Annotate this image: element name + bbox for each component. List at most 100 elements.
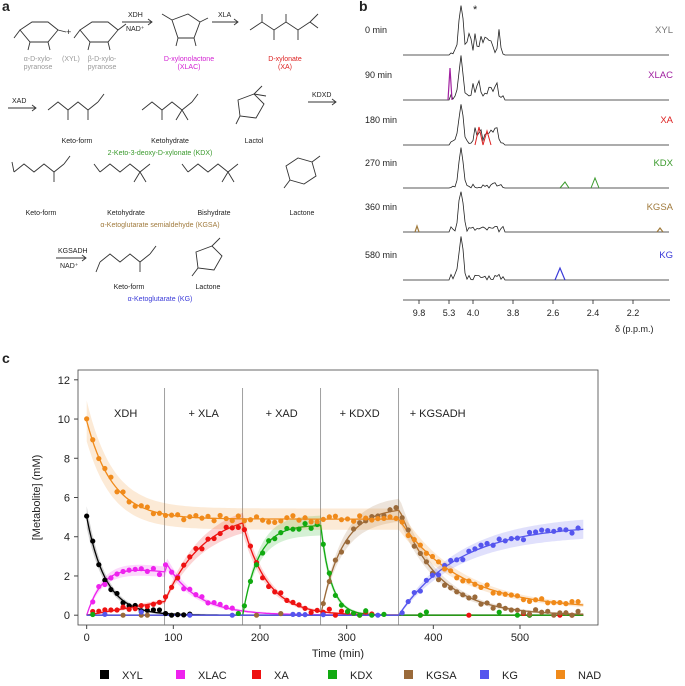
nmr-tick-label: 3.8 [507, 308, 520, 318]
data-point-nad [302, 515, 308, 521]
data-point-kg [472, 546, 478, 552]
data-point-xa [132, 606, 138, 612]
nmr-compound-label: KDX [653, 158, 673, 169]
data-point-kgsa [253, 612, 260, 618]
nmr-tick-label: 2.4 [587, 308, 600, 318]
data-point-kdx [423, 609, 429, 615]
data-point-kgsa [569, 612, 575, 618]
data-point-xa [120, 604, 126, 610]
y-tick-label: 8 [64, 453, 70, 465]
data-point-xa [193, 545, 199, 552]
x-tick-label: 200 [251, 632, 269, 644]
data-point-nad [199, 515, 205, 521]
legend-swatch-xa [252, 670, 261, 679]
data-point-xa [126, 606, 132, 612]
data-point-xa [144, 603, 150, 610]
data-point-nad [393, 515, 399, 521]
data-point-xa [138, 602, 144, 609]
data-point-nad [344, 516, 351, 522]
panel-c-letter: c [2, 350, 10, 366]
data-point-nad [84, 416, 90, 422]
data-point-nad [502, 591, 508, 597]
data-point-xa [162, 594, 169, 600]
data-point-kgsa [460, 592, 466, 598]
data-point-kgsa [399, 515, 405, 521]
fit-band-kg [86, 519, 584, 616]
data-point-kdx [260, 550, 266, 556]
data-point-nad [338, 517, 345, 523]
data-point-nad [241, 518, 247, 524]
data-point-xyl [181, 612, 187, 618]
data-point-nad [126, 499, 132, 505]
data-point-xa [266, 583, 272, 590]
data-point-xyl [120, 600, 126, 606]
data-point-nad [466, 578, 472, 584]
data-point-xlac [181, 586, 187, 592]
data-point-kgsa [551, 612, 557, 618]
kdx-keto-label: Keto-form [61, 138, 93, 145]
data-point-kdx [332, 592, 338, 599]
data-point-kgsa [320, 600, 326, 607]
legend-label-nad: NAD [578, 670, 601, 682]
data-point-nad [423, 550, 429, 556]
data-point-kdx [308, 525, 314, 531]
xylonate-label: D-xylonate (XA) [268, 56, 302, 71]
data-point-xa [175, 575, 181, 581]
data-point-xyl [108, 586, 114, 593]
data-point-nad [381, 515, 387, 522]
nmr-compound-label: XYL [655, 25, 673, 36]
data-point-nad [369, 517, 375, 523]
x-tick-label: 500 [511, 632, 529, 644]
kdx-lactol-label: Lactol [244, 138, 264, 145]
nmr-time-label: 180 min [365, 115, 398, 125]
data-point-nad [478, 584, 484, 590]
data-point-nad [96, 455, 102, 462]
nmr-time-label: 90 min [365, 70, 393, 80]
panel-a-structures [8, 13, 337, 277]
data-point-kgsa [338, 549, 345, 555]
data-point-xa [211, 535, 217, 542]
data-point-kdx [326, 570, 332, 576]
data-point-xa [156, 599, 163, 605]
data-point-xa [278, 590, 284, 596]
data-point-kg [533, 529, 539, 535]
xyl-tag: (XYL) [62, 56, 80, 63]
data-point-nad [405, 532, 411, 539]
phase-label: XDH [114, 408, 137, 420]
legend-label-kgsa: KGSA [426, 670, 457, 682]
data-point-nad [545, 600, 551, 606]
data-point-kgsa [575, 608, 581, 614]
data-point-kdx [241, 603, 247, 609]
y-tick-label: 12 [58, 375, 70, 387]
nmr-trace [403, 5, 669, 56]
x-axis-label: Time (min) [312, 648, 364, 660]
data-point-nad [229, 518, 235, 524]
data-point-nad [90, 437, 96, 443]
kg-lactone-label: Lactone [195, 284, 221, 291]
data-point-kgsa [484, 600, 490, 606]
data-point-kg [490, 542, 496, 548]
data-point-kgsa [387, 507, 393, 513]
nmr-time-label: 580 min [365, 250, 398, 260]
nmr-compound-label: XLAC [648, 70, 673, 81]
xad-enzyme-label: XAD [12, 98, 27, 105]
plus-1: + [66, 27, 72, 37]
data-point-xa [272, 589, 278, 595]
data-point-kgsa [514, 607, 521, 613]
kdx-ketohydrate-structure [141, 93, 199, 121]
data-point-xa [466, 612, 472, 618]
data-point-xlac [114, 571, 120, 577]
plot-frame [77, 369, 599, 626]
kdx-ketohydrate-label: Ketohydrate [151, 138, 189, 145]
kg-keto-structure [95, 245, 157, 273]
data-point-nad [266, 519, 272, 525]
kdxd-enzyme-label: KDXD [312, 92, 332, 99]
legend-label-xyl: XYL [122, 670, 143, 682]
data-point-kgsa [393, 505, 399, 511]
data-point-nad [211, 518, 217, 524]
kgsa-ketohydrate-structure [93, 163, 151, 183]
data-point-xlac [120, 568, 126, 575]
data-point-kdx [344, 608, 351, 615]
data-point-nad [247, 517, 254, 523]
data-point-kdx [272, 536, 278, 542]
